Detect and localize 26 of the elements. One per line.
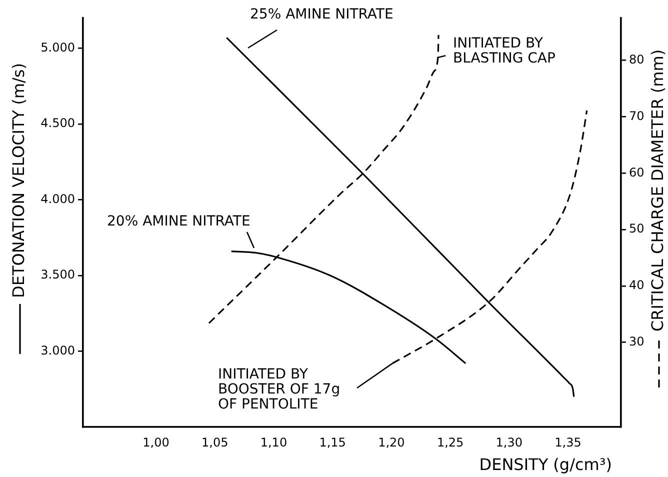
- y-tick-label: 3.500: [40, 268, 75, 282]
- x-tick-label: 1,30: [496, 435, 523, 450]
- y-tick-label: 3.000: [40, 343, 75, 358]
- y2-axis-title: CRITICAL CHARGE DIAMETER (mm): [648, 49, 668, 332]
- series-label: 25% AMINE NITRATE: [250, 6, 394, 23]
- y-tick-label: 4.500: [40, 116, 75, 130]
- y-tick-label: 4.000: [40, 192, 75, 206]
- x-tick-label: 1,35: [554, 435, 582, 450]
- text: INITIATED BY BOOSTER OF 17g OF PENTOLITE: [218, 366, 340, 413]
- x-tick-label: 1,05: [201, 435, 228, 450]
- x-tick-label: 1,20: [378, 435, 405, 450]
- x-axis-title: DENSITY (g/cm³): [479, 455, 612, 474]
- y2-tick-label: 80: [629, 52, 644, 66]
- y2-tick-label: 50: [629, 222, 644, 236]
- series-label: 20% AMINE NITRATE: [107, 214, 250, 230]
- y2-tick-label: 30: [629, 334, 644, 349]
- x-tick-label: 1,15: [319, 435, 346, 450]
- y2-tick-label: 60: [629, 165, 644, 180]
- x-tick-label: 1,00: [142, 435, 170, 450]
- y-tick-label: 5.000: [40, 40, 75, 54]
- x-tick-label: 1,25: [436, 435, 464, 450]
- y2-tick-label: 70: [629, 108, 644, 123]
- legend-label: INITIATED BY BLASTING CAP: [453, 36, 556, 67]
- x-tick-label: 1,10: [260, 435, 288, 450]
- y2-tick-label: 40: [629, 278, 644, 292]
- y-axis-title: DETONATION VELOCITY (m/s): [9, 63, 28, 298]
